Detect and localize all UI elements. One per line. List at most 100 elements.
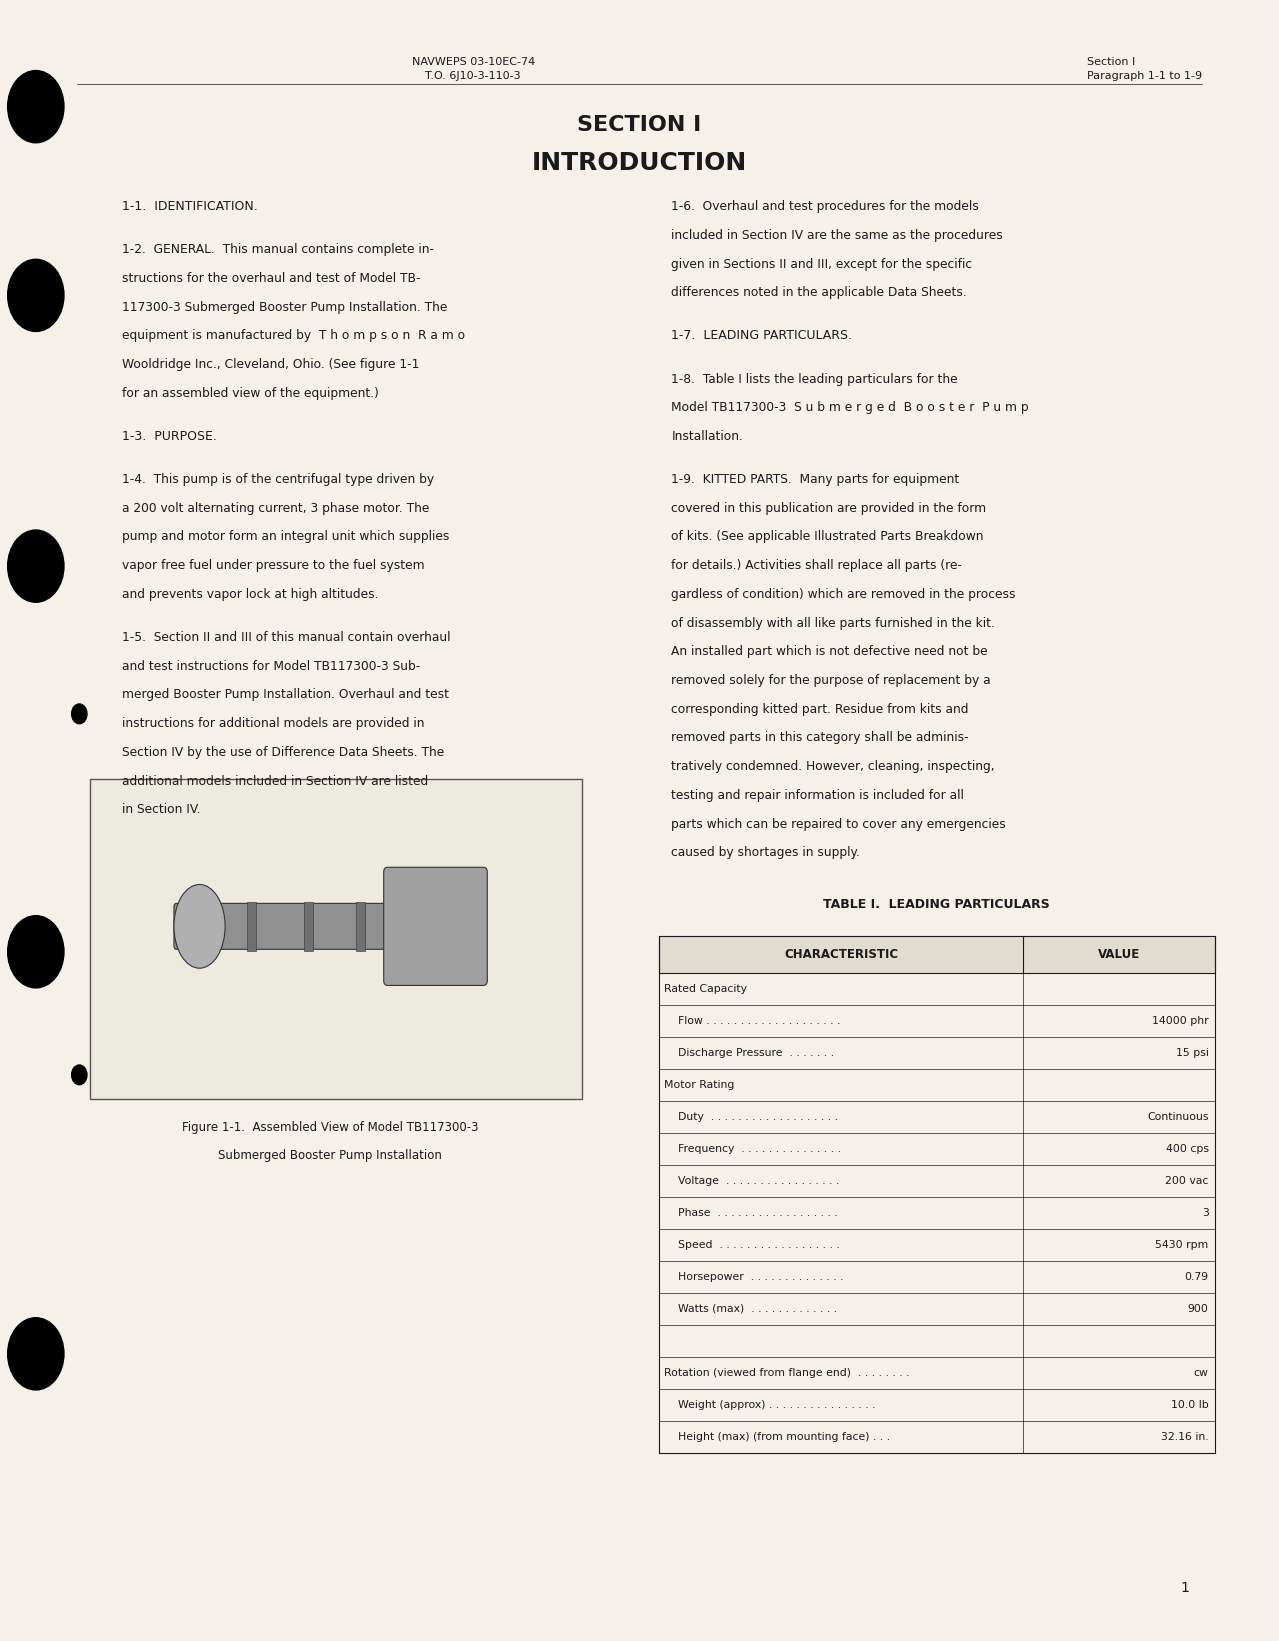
Text: for details.) Activities shall replace all parts (re-: for details.) Activities shall replace a… (671, 560, 963, 573)
Text: Weight (approx) . . . . . . . . . . . . . . . .: Weight (approx) . . . . . . . . . . . . … (664, 1400, 875, 1410)
Text: 1-9.  KITTED PARTS.  Many parts for equipment: 1-9. KITTED PARTS. Many parts for equipm… (671, 473, 959, 486)
Text: 900: 900 (1188, 1303, 1209, 1313)
Text: TABLE I.  LEADING PARTICULARS: TABLE I. LEADING PARTICULARS (824, 898, 1050, 911)
Text: Watts (max)  . . . . . . . . . . . . .: Watts (max) . . . . . . . . . . . . . (664, 1303, 836, 1313)
Text: corresponding kitted part. Residue from kits and: corresponding kitted part. Residue from … (671, 702, 969, 715)
FancyBboxPatch shape (384, 866, 487, 985)
Circle shape (8, 1318, 64, 1390)
Text: Height (max) (from mounting face) . . .: Height (max) (from mounting face) . . . (664, 1431, 890, 1441)
Text: 1-3.  PURPOSE.: 1-3. PURPOSE. (122, 430, 216, 443)
Text: T.O. 6J10-3-110-3: T.O. 6J10-3-110-3 (426, 71, 521, 80)
Bar (304, 903, 313, 952)
Text: differences noted in the applicable Data Sheets.: differences noted in the applicable Data… (671, 286, 967, 299)
Text: 0.79: 0.79 (1184, 1272, 1209, 1282)
Text: 14000 phr: 14000 phr (1152, 1016, 1209, 1026)
Text: Discharge Pressure  . . . . . . .: Discharge Pressure . . . . . . . (664, 1047, 834, 1057)
Text: 117300-3 Submerged Booster Pump Installation. The: 117300-3 Submerged Booster Pump Installa… (122, 300, 446, 313)
Text: Rated Capacity: Rated Capacity (664, 983, 747, 993)
Circle shape (72, 704, 87, 724)
Text: VALUE: VALUE (1097, 948, 1141, 960)
Text: additional models included in Section IV are listed: additional models included in Section IV… (122, 775, 427, 788)
Text: CHARACTERISTIC: CHARACTERISTIC (784, 948, 898, 960)
Text: 32.16 in.: 32.16 in. (1161, 1431, 1209, 1441)
Bar (659, 935, 1215, 973)
Text: removed solely for the purpose of replacement by a: removed solely for the purpose of replac… (671, 674, 991, 688)
Bar (659, 1324, 1215, 1357)
Bar (659, 1101, 1215, 1132)
Text: 1: 1 (1181, 1580, 1189, 1595)
Bar (659, 1260, 1215, 1293)
Bar (659, 1388, 1215, 1421)
Circle shape (8, 259, 64, 331)
Text: 1-8.  Table I lists the leading particulars for the: 1-8. Table I lists the leading particula… (671, 373, 958, 386)
Bar (659, 1068, 1215, 1101)
Ellipse shape (174, 884, 225, 968)
Text: Continuous: Continuous (1147, 1111, 1209, 1121)
Text: 5430 rpm: 5430 rpm (1155, 1239, 1209, 1249)
Text: 1-1.  IDENTIFICATION.: 1-1. IDENTIFICATION. (122, 200, 257, 213)
Text: Paragraph 1-1 to 1-9: Paragraph 1-1 to 1-9 (1087, 71, 1202, 80)
Text: 1-6.  Overhaul and test procedures for the models: 1-6. Overhaul and test procedures for th… (671, 200, 980, 213)
Text: given in Sections II and III, except for the specific: given in Sections II and III, except for… (671, 258, 972, 271)
Text: vapor free fuel under pressure to the fuel system: vapor free fuel under pressure to the fu… (122, 560, 425, 573)
Text: 200 vac: 200 vac (1165, 1175, 1209, 1185)
Text: Horsepower  . . . . . . . . . . . . . .: Horsepower . . . . . . . . . . . . . . (664, 1272, 843, 1282)
Text: Duty  . . . . . . . . . . . . . . . . . . .: Duty . . . . . . . . . . . . . . . . . .… (664, 1111, 838, 1121)
Bar (659, 1004, 1215, 1037)
Bar (659, 973, 1215, 1004)
Bar (356, 903, 365, 952)
Bar (659, 1196, 1215, 1229)
Text: INTRODUCTION: INTRODUCTION (532, 151, 747, 176)
Text: Phase  . . . . . . . . . . . . . . . . . .: Phase . . . . . . . . . . . . . . . . . … (664, 1208, 838, 1218)
Circle shape (72, 1065, 87, 1085)
Text: pump and motor form an integral unit which supplies: pump and motor form an integral unit whi… (122, 530, 449, 543)
Text: Section I: Section I (1087, 57, 1136, 67)
Text: 1-7.  LEADING PARTICULARS.: 1-7. LEADING PARTICULARS. (671, 330, 853, 343)
Text: and test instructions for Model TB117300-3 Sub-: and test instructions for Model TB117300… (122, 660, 420, 673)
Text: 400 cps: 400 cps (1165, 1144, 1209, 1154)
Text: caused by shortages in supply.: caused by shortages in supply. (671, 847, 861, 860)
Text: Flow . . . . . . . . . . . . . . . . . . . .: Flow . . . . . . . . . . . . . . . . . .… (664, 1016, 840, 1026)
Circle shape (8, 916, 64, 988)
FancyBboxPatch shape (174, 903, 409, 948)
Text: of kits. (See applicable Illustrated Parts Breakdown: of kits. (See applicable Illustrated Par… (671, 530, 984, 543)
Text: 1-4.  This pump is of the centrifugal type driven by: 1-4. This pump is of the centrifugal typ… (122, 473, 434, 486)
Text: Wooldridge Inc., Cleveland, Ohio. (See figure 1-1: Wooldridge Inc., Cleveland, Ohio. (See f… (122, 358, 420, 371)
Text: Motor Rating: Motor Rating (664, 1080, 734, 1090)
Text: equipment is manufactured by  T h o m p s o n  R a m o: equipment is manufactured by T h o m p s… (122, 330, 464, 343)
Text: testing and repair information is included for all: testing and repair information is includ… (671, 789, 964, 802)
Text: and prevents vapor lock at high altitudes.: and prevents vapor lock at high altitude… (122, 587, 379, 601)
Text: Model TB117300-3  S u b m e r g e d  B o o s t e r  P u m p: Model TB117300-3 S u b m e r g e d B o o… (671, 400, 1030, 414)
Text: parts which can be repaired to cover any emergencies: parts which can be repaired to cover any… (671, 817, 1007, 830)
Bar (659, 1293, 1215, 1324)
Text: An installed part which is not defective need not be: An installed part which is not defective… (671, 645, 989, 658)
Text: 15 psi: 15 psi (1175, 1047, 1209, 1057)
Bar (90, 779, 582, 1099)
Text: Submerged Booster Pump Installation: Submerged Booster Pump Installation (217, 1149, 443, 1162)
Text: removed parts in this category shall be adminis-: removed parts in this category shall be … (671, 732, 969, 745)
Text: cw: cw (1193, 1367, 1209, 1377)
Text: Speed  . . . . . . . . . . . . . . . . . .: Speed . . . . . . . . . . . . . . . . . … (664, 1239, 839, 1249)
Text: a 200 volt alternating current, 3 phase motor. The: a 200 volt alternating current, 3 phase … (122, 502, 428, 515)
Text: Installation.: Installation. (671, 430, 743, 443)
Circle shape (8, 530, 64, 602)
Text: Figure 1-1.  Assembled View of Model TB117300-3: Figure 1-1. Assembled View of Model TB11… (182, 1121, 478, 1134)
Text: structions for the overhaul and test of Model TB-: structions for the overhaul and test of … (122, 272, 420, 286)
Text: for an assembled view of the equipment.): for an assembled view of the equipment.) (122, 387, 379, 400)
Text: Section IV by the use of Difference Data Sheets. The: Section IV by the use of Difference Data… (122, 745, 444, 758)
Text: merged Booster Pump Installation. Overhaul and test: merged Booster Pump Installation. Overha… (122, 688, 449, 701)
Text: 1-5.  Section II and III of this manual contain overhaul: 1-5. Section II and III of this manual c… (122, 630, 450, 643)
Bar (659, 1132, 1215, 1165)
Text: NAVWEPS 03-10EC-74: NAVWEPS 03-10EC-74 (412, 57, 535, 67)
Text: covered in this publication are provided in the form: covered in this publication are provided… (671, 502, 986, 515)
Bar (659, 1037, 1215, 1068)
Text: instructions for additional models are provided in: instructions for additional models are p… (122, 717, 425, 730)
Circle shape (8, 71, 64, 143)
Bar (659, 1229, 1215, 1260)
Text: 1-2.  GENERAL.  This manual contains complete in-: 1-2. GENERAL. This manual contains compl… (122, 243, 434, 256)
Bar (247, 903, 256, 952)
Bar (659, 1357, 1215, 1388)
Bar (659, 1421, 1215, 1452)
Text: in Section IV.: in Section IV. (122, 802, 200, 816)
Text: 10.0 lb: 10.0 lb (1170, 1400, 1209, 1410)
